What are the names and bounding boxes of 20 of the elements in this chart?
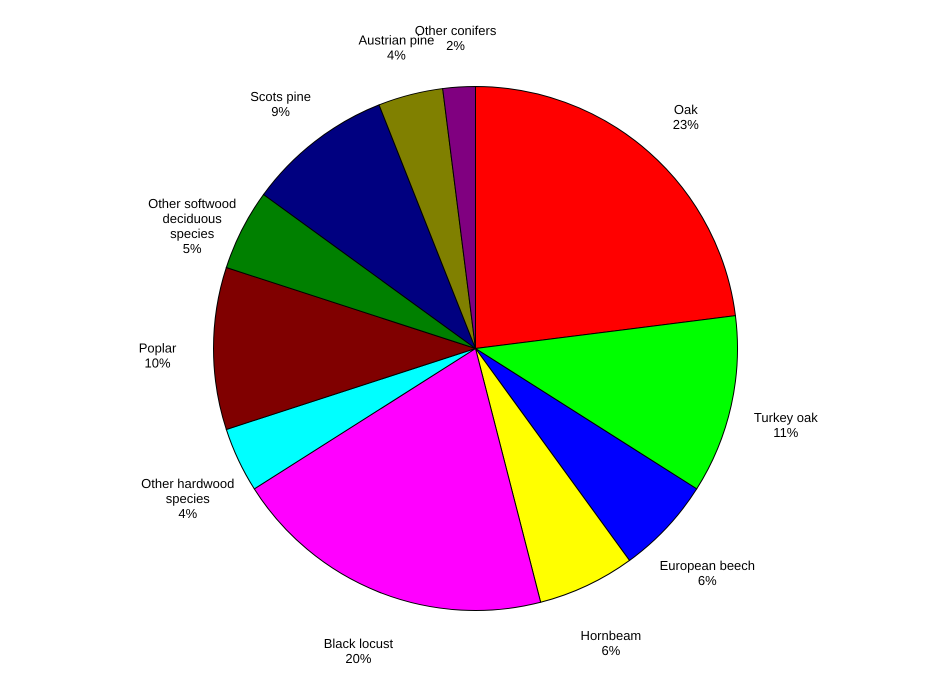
data-label: 23% [672,116,700,132]
slice-label: European beech [660,558,756,574]
slice-label: Hornbeam [580,628,642,644]
slice-label: Black locust [324,636,394,652]
data-label: 20% [345,651,372,666]
data-label: 4% [178,506,198,521]
data-label: 9% [271,104,290,120]
data-label: 10% [144,356,171,370]
data-label: 5% [182,241,202,256]
data-label: 6% [602,643,621,658]
data-label: 6% [698,573,718,588]
slice-label: Oak [674,102,698,117]
data-label: 11% [773,424,799,440]
slice-label: Other hardwood species [141,476,234,506]
slice-label: Other softwood deciduous species [148,196,236,242]
slice-label: Turkey oak [754,410,818,425]
slice-label: Poplar [138,340,177,356]
slice-label: Scots pine [250,89,311,104]
data-label: 4% [387,47,406,62]
data-label: 2% [446,38,466,54]
